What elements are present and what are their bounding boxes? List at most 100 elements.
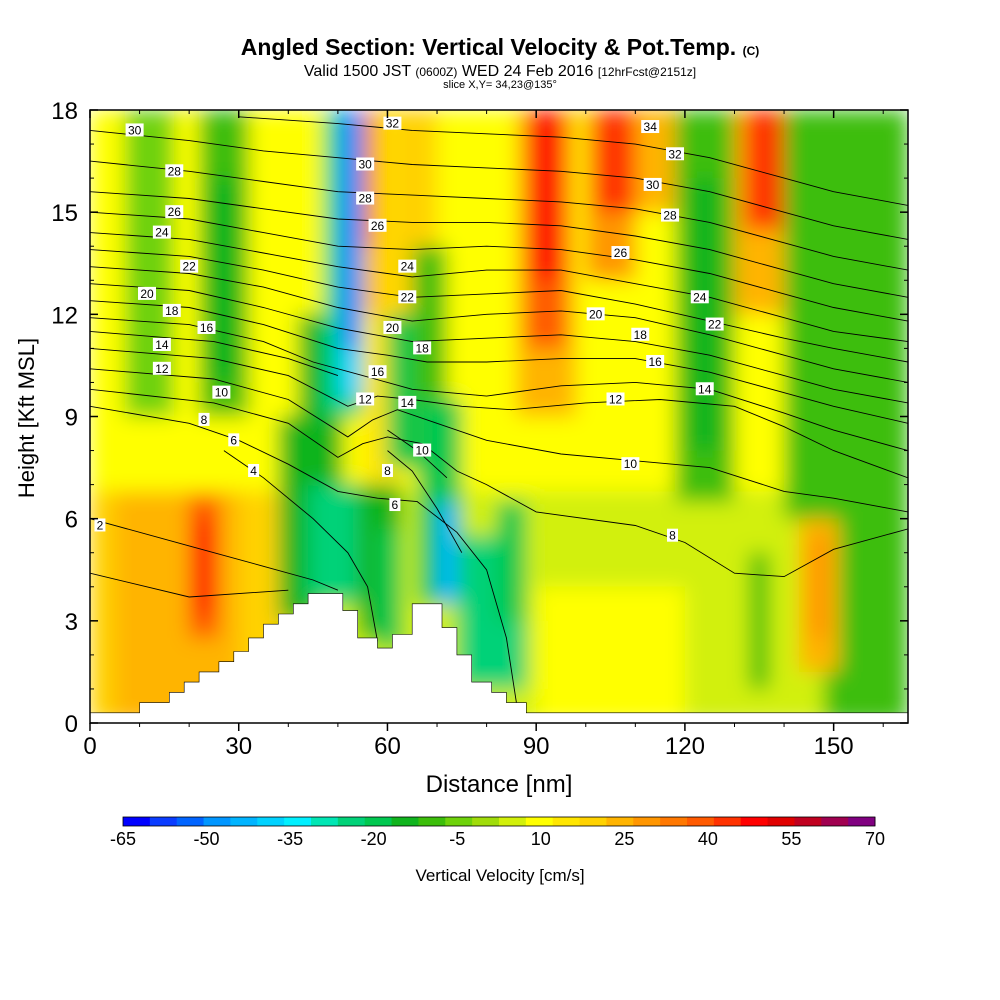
contour-label: 26 [614,246,628,260]
colorbar-swatch [364,817,393,826]
colorbar-swatch [794,817,822,826]
theta-contour-28 [90,191,908,298]
contour-label: 22 [708,318,722,332]
contour-label: 14 [401,396,415,410]
velocity-cell [595,110,636,213]
contour-label-bg [356,191,375,205]
x-tick-label: 90 [523,733,550,760]
contour-label: 18 [634,328,648,342]
colorbar-tick-label: 70 [865,829,885,849]
contour-label-bg [586,307,605,321]
colorbar-swatch [230,817,258,826]
pot-temp-contours [90,116,908,703]
theta-contour-16 [90,300,908,424]
colorbar-tick-label: -5 [449,829,465,849]
contour-label-bg [356,392,375,406]
terrain-profile [90,593,908,723]
velocity-cell [808,535,829,638]
contour-label: 12 [358,392,372,406]
contour-label-bg [383,320,402,334]
contour-label-bg [695,382,714,396]
colorbar-swatch [821,817,849,826]
velocity-cell [308,484,358,604]
colorbar-frame [122,816,876,827]
contour-label: 24 [155,226,169,240]
colorbar-swatch [337,817,366,826]
colorbar-swatch [418,817,446,826]
theta-contour-32 [90,129,908,240]
contour-label: 16 [648,355,662,369]
contour-label: 24 [693,290,707,304]
x-tick-label: 0 [83,733,96,760]
contour-label-bg [248,463,260,477]
x-tick-label: 60 [374,733,401,760]
velocity-cell [437,501,457,604]
contour-label-bg [606,392,625,406]
contour-label-bg [643,177,662,191]
contour-label-bg [125,123,144,137]
contour-label-bg [138,286,157,300]
colorbar-tick-label: 25 [614,829,634,849]
contour-label: 20 [589,307,603,321]
contour-label-bg [356,157,375,171]
contour-label-bg [212,385,231,399]
contour-label: 26 [371,219,385,233]
y-tick-label: 0 [65,711,78,738]
colorbar-swatch [660,817,688,826]
theta-contour-10 [90,368,908,513]
colorbar-swatch [149,817,178,826]
colorbar-swatch [203,817,231,826]
y-tick-label: 6 [65,507,78,534]
contour-label-bg [413,341,432,355]
velocity-cell [342,110,358,349]
chart-title-text: Angled Section: Vertical Velocity & Pot.… [240,34,737,60]
contour-label-bg [667,528,679,542]
contour-label: 12 [609,392,623,406]
colorbar-swatch [552,817,581,826]
colorbar-tick-label: 40 [698,829,718,849]
colorbar-swatch [123,817,151,826]
forecast-info: [12hrFcst@2151z] [597,65,697,79]
contour-label: 10 [415,444,429,458]
contour-label: 4 [250,464,257,478]
colorbar-swatch [176,817,205,826]
contour-label: 28 [168,164,182,178]
contour-label: 24 [401,260,415,274]
vertical-velocity-field [90,110,908,723]
contour-label: 26 [168,205,182,219]
theta-contour-2 [90,518,339,591]
velocity-cell [749,552,770,689]
contour-label-bg [197,320,216,334]
contour-label-bg [646,355,665,369]
colorbar-tick-label: -20 [361,829,387,849]
y-tick-label: 9 [65,405,78,432]
contour-label-bg [152,337,171,351]
contour-label: 22 [401,290,415,304]
colorbar-tick-label: 10 [531,829,551,849]
theta-contour-24 [90,232,908,343]
contour-label-bg [398,259,417,273]
theta-contour-12 [90,330,339,377]
x-tick-label: 150 [814,733,854,760]
contour-label-bg [389,498,401,512]
colorbar-label: Vertical Velocity [cm/s] [415,866,584,885]
theta-contour-8 [90,388,908,578]
contour-label-bg [690,290,709,304]
contour-label-bg [180,259,199,273]
contour-label-bg [368,365,387,379]
terrain [90,593,908,723]
theta-contour-26 [90,211,908,322]
velocity-cell [377,528,403,649]
colorbar-swatch [284,817,312,826]
contour-label-bg [398,395,417,409]
contour-label: 12 [155,362,169,376]
colorbar-tick-label: -50 [194,829,220,849]
contour-label: 14 [155,338,169,352]
contour-label: 16 [200,321,214,335]
theta-contour-12 [90,347,908,479]
contour-label: 30 [128,123,142,137]
colorbar: -65 -50 -35 -20 -5 10 25 40 55 70 [110,816,885,849]
y-tick-label: 12 [51,302,78,329]
contour-label: 28 [663,209,677,223]
